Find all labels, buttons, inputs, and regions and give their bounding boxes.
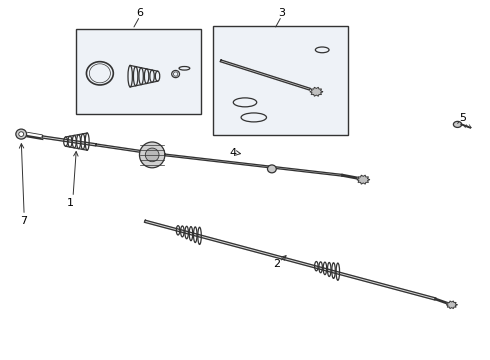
Bar xyxy=(213,26,347,135)
Text: 6: 6 xyxy=(136,8,144,18)
Text: 3: 3 xyxy=(278,8,285,18)
Ellipse shape xyxy=(16,129,26,139)
Ellipse shape xyxy=(268,165,276,173)
Ellipse shape xyxy=(19,132,24,136)
Ellipse shape xyxy=(140,142,165,168)
Ellipse shape xyxy=(146,148,159,162)
Polygon shape xyxy=(446,301,457,309)
Polygon shape xyxy=(96,144,140,152)
Polygon shape xyxy=(42,136,96,146)
Text: 2: 2 xyxy=(273,259,280,269)
Text: 4: 4 xyxy=(229,148,236,158)
Polygon shape xyxy=(357,175,369,184)
Polygon shape xyxy=(145,220,436,300)
Text: 7: 7 xyxy=(21,216,28,226)
Ellipse shape xyxy=(453,121,462,127)
Text: 5: 5 xyxy=(459,113,466,123)
Text: 1: 1 xyxy=(67,198,74,208)
Polygon shape xyxy=(165,154,343,176)
Polygon shape xyxy=(310,87,323,96)
Polygon shape xyxy=(220,60,311,90)
Bar xyxy=(76,30,201,114)
